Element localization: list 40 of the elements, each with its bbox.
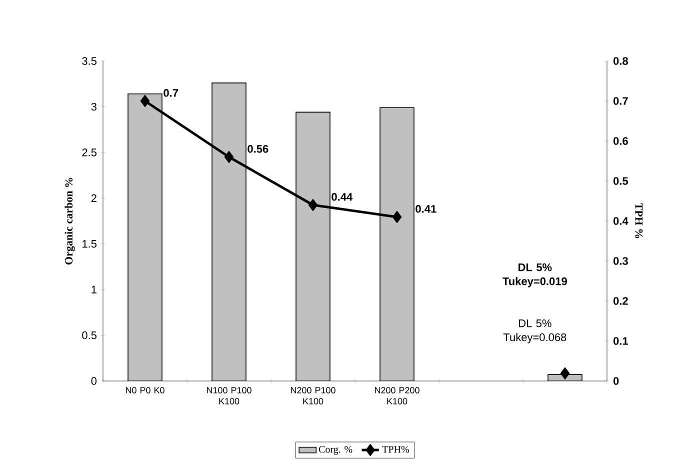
point (392, 210, 402, 224)
y2-tick-label: 0.4 (613, 217, 628, 225)
y2-tick-label: 0.8 (613, 57, 628, 65)
y-tick-label: 1.5 (82, 240, 97, 248)
y-axis-title: Organic carbon % (64, 178, 75, 264)
y2-tick-label: 0.7 (613, 97, 628, 105)
point (308, 198, 318, 212)
data-label: 0.44 (332, 193, 353, 201)
y2-tick-label: 0.1 (613, 337, 628, 345)
point (224, 150, 234, 164)
x-tick-label: N200 P200 K100 (374, 387, 420, 404)
point (140, 94, 150, 108)
y-tick-label: 2.5 (82, 148, 97, 156)
y-tick-label: 2 (91, 194, 96, 202)
x-tick-label: N200 P100 K100 (290, 387, 336, 404)
y2-axis-title: TPH % (635, 202, 643, 238)
annotation: DL 5% Tukey=0.019 (502, 263, 567, 288)
point (560, 367, 570, 380)
annotation: DL 5% Tukey=0.068 (503, 319, 566, 344)
bar (128, 94, 162, 381)
data-label: 0.41 (416, 205, 436, 213)
legend-label: TPH% (382, 446, 409, 453)
bar (380, 107, 414, 381)
y-tick-label: 3 (91, 102, 96, 111)
y2-tick-label: 0.5 (613, 177, 628, 185)
y2-tick-label: 0.3 (613, 257, 628, 265)
bar (296, 112, 330, 381)
y2-tick-label: 0 (613, 377, 619, 385)
y2-tick-label: 0.2 (613, 297, 628, 305)
y2-tick-label: 0.6 (613, 137, 628, 145)
y-tick-label: 0.5 (82, 331, 97, 340)
legend-label: Corg. % (318, 446, 352, 455)
x-tick-label: N100 P100 K100 (206, 387, 252, 404)
y-tick-label: 1 (92, 286, 96, 294)
y-tick-label: 3.5 (82, 57, 97, 65)
bar (212, 82, 246, 381)
x-tick-label: N0 P0 K0 (126, 387, 164, 394)
data-label: 0.7 (164, 89, 178, 97)
data-label: 0.56 (248, 145, 268, 153)
y-tick-label: 0 (91, 377, 97, 385)
